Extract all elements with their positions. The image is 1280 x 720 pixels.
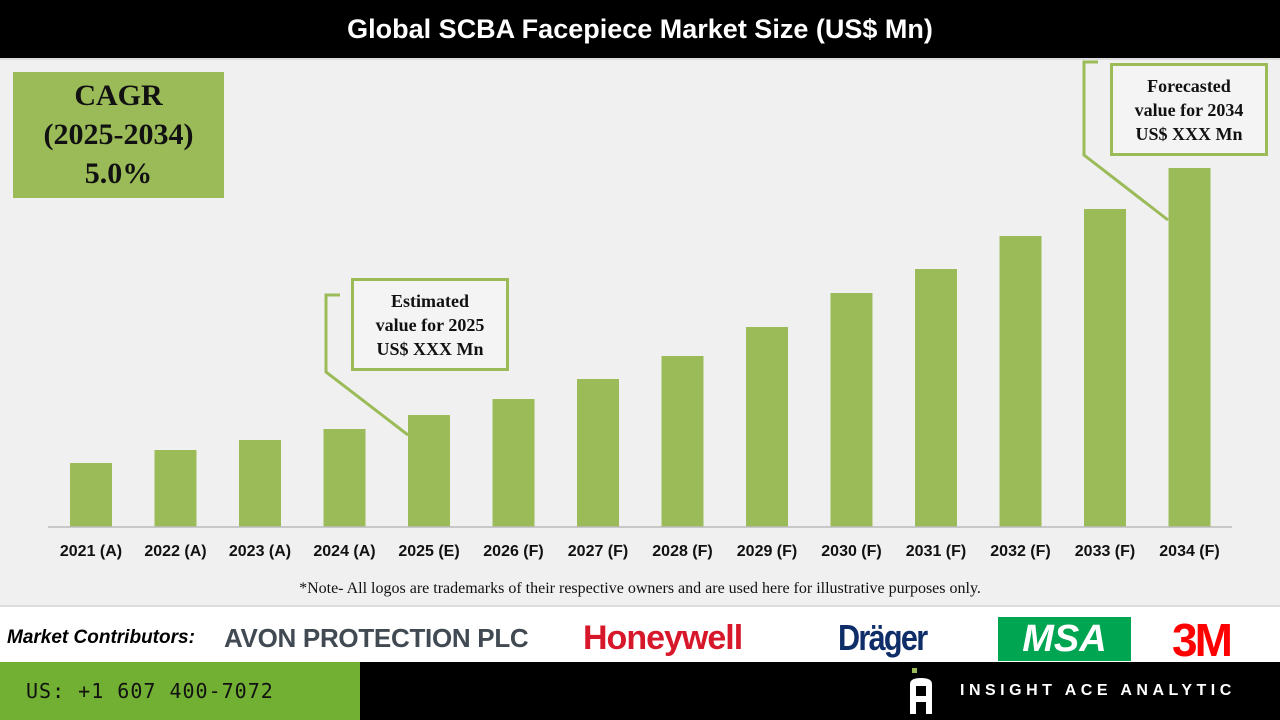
bar-2033 bbox=[1084, 209, 1126, 527]
contributors-strip: Market Contributors: AVON PROTECTION PLC… bbox=[0, 605, 1280, 666]
bar-2030 bbox=[830, 293, 873, 527]
x-tick-label: 2034 (F) bbox=[1159, 543, 1219, 560]
chart-title: Global SCBA Facepiece Market Size (US$ M… bbox=[0, 0, 1280, 58]
x-tick-label: 2023 (A) bbox=[229, 543, 291, 560]
bar-2028 bbox=[661, 356, 704, 527]
logo-drager: Dräger bbox=[838, 617, 928, 658]
bar-2023 bbox=[239, 440, 281, 527]
callout-text: Estimated bbox=[391, 290, 469, 311]
x-tick-label: 2021 (A) bbox=[60, 543, 122, 560]
logo-honeywell: Honeywell bbox=[583, 619, 743, 657]
x-tick-label: 2024 (A) bbox=[313, 543, 375, 560]
logo-msa: MSA bbox=[998, 617, 1131, 661]
phone-number: US: +1 607 400-7072 bbox=[0, 662, 360, 720]
insight-ace-logo-icon bbox=[910, 668, 932, 714]
callout-text: US$ XXX Mn bbox=[1135, 123, 1243, 144]
callout-text: Forecasted bbox=[1147, 75, 1231, 96]
cagr-value: 5.0% bbox=[84, 157, 153, 190]
cagr-period: (2025-2034) bbox=[43, 118, 194, 151]
x-tick-label: 2033 (F) bbox=[1075, 543, 1135, 560]
contributors-label: Market Contributors: bbox=[7, 627, 195, 648]
bar-2031 bbox=[915, 269, 957, 527]
forecasted-callout: Forecasted value for 2034 US$ XXX Mn bbox=[1110, 63, 1268, 156]
callout-text: value for 2025 bbox=[375, 314, 485, 335]
bar-2032 bbox=[999, 236, 1042, 527]
x-tick-label: 2026 (F) bbox=[483, 543, 543, 560]
x-tick-label: 2028 (F) bbox=[652, 543, 712, 560]
bar-2027 bbox=[577, 379, 619, 527]
x-tick-label: 2030 (F) bbox=[821, 543, 881, 560]
bar-2024 bbox=[323, 429, 366, 527]
estimated-callout-pointer bbox=[324, 293, 409, 437]
x-tick-label: 2025 (E) bbox=[398, 543, 459, 560]
bar-2021 bbox=[70, 463, 112, 527]
estimated-callout: Estimated value for 2025 US$ XXX Mn bbox=[351, 278, 509, 371]
bar-2026 bbox=[492, 399, 535, 527]
bar-2022 bbox=[154, 450, 197, 527]
bar-2025 bbox=[408, 415, 450, 527]
brand-name: INSIGHT ACE ANALYTIC bbox=[960, 682, 1236, 699]
bar-2029 bbox=[746, 327, 788, 527]
logo-avon: AVON PROTECTION PLC bbox=[224, 623, 529, 653]
trademark-note: *Note- All logos are trademarks of their… bbox=[299, 580, 981, 597]
x-tick-label: 2031 (F) bbox=[906, 543, 966, 560]
bar-2034 bbox=[1168, 168, 1211, 527]
cagr-box: CAGR (2025-2034) 5.0% bbox=[13, 72, 224, 198]
x-tick-label: 2029 (F) bbox=[737, 543, 797, 560]
cagr-label: CAGR bbox=[74, 79, 163, 112]
bar-chart: 2021 (A) 2022 (A) 2023 (A) 2024 (A) 2025 (E)… bbox=[48, 60, 1232, 560]
logo-3m: 3M bbox=[1172, 614, 1233, 666]
x-tick-label: 2022 (A) bbox=[144, 543, 206, 560]
callout-text: US$ XXX Mn bbox=[376, 338, 484, 359]
forecasted-callout-pointer bbox=[1082, 60, 1169, 222]
x-tick-label: 2032 (F) bbox=[990, 543, 1050, 560]
brand-footer: INSIGHT ACE ANALYTIC bbox=[360, 662, 1280, 720]
callout-text: value for 2034 bbox=[1134, 99, 1244, 120]
x-tick-label: 2027 (F) bbox=[568, 543, 628, 560]
